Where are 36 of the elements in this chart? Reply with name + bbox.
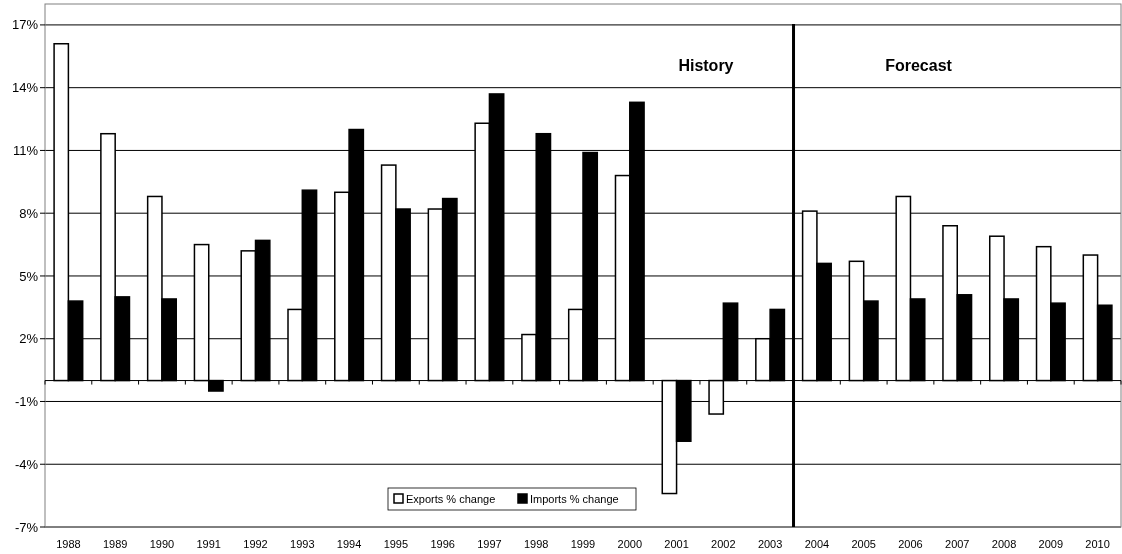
y-tick-label: 8% <box>19 205 39 221</box>
x-tick-label: 1994 <box>336 538 362 550</box>
annotation: History <box>678 57 734 74</box>
x-tick-label: 1996 <box>430 538 455 550</box>
x-tick-label: 1993 <box>290 538 315 550</box>
x-tick-label: 1992 <box>243 538 268 550</box>
x-tick-label: 2001 <box>664 538 689 550</box>
x-tick-label: 1988 <box>56 538 81 550</box>
x-tick-label: 1989 <box>102 538 128 550</box>
y-tick-label: 17% <box>11 17 39 33</box>
x-tick-label: 1991 <box>196 538 221 550</box>
x-tick-label: 2007 <box>945 538 970 550</box>
x-tick-label: 2002 <box>711 538 736 550</box>
annotation: Forecast <box>885 57 953 74</box>
x-tick-label: 2006 <box>898 538 923 550</box>
x-tick-label: 2004 <box>804 538 830 550</box>
y-tick-label: 11% <box>12 142 39 158</box>
y-tick-label: -7% <box>14 519 39 535</box>
x-tick-label: 1999 <box>570 538 596 550</box>
x-tick-label: 1995 <box>383 538 409 550</box>
y-tick-label: 2% <box>19 331 39 347</box>
x-tick-label: 2008 <box>991 538 1017 550</box>
x-tick-label: 2000 <box>617 538 643 550</box>
x-tick-label: 1998 <box>523 538 549 550</box>
x-tick-label: 2009 <box>1038 538 1064 550</box>
x-tick-label: 1990 <box>149 538 175 550</box>
x-tick-label: 2005 <box>851 538 876 550</box>
y-tick-label: 5% <box>19 268 39 284</box>
y-tick-label: -1% <box>14 394 39 410</box>
y-tick-label: -4% <box>14 456 39 472</box>
legend-label: Exports % change <box>406 493 496 505</box>
legend-label: Imports % change <box>530 493 619 505</box>
y-tick-label: 14% <box>11 80 39 96</box>
x-tick-label: 1997 <box>477 538 502 550</box>
x-tick-label: 2010 <box>1085 538 1110 550</box>
x-tick-label: 2003 <box>757 538 783 550</box>
